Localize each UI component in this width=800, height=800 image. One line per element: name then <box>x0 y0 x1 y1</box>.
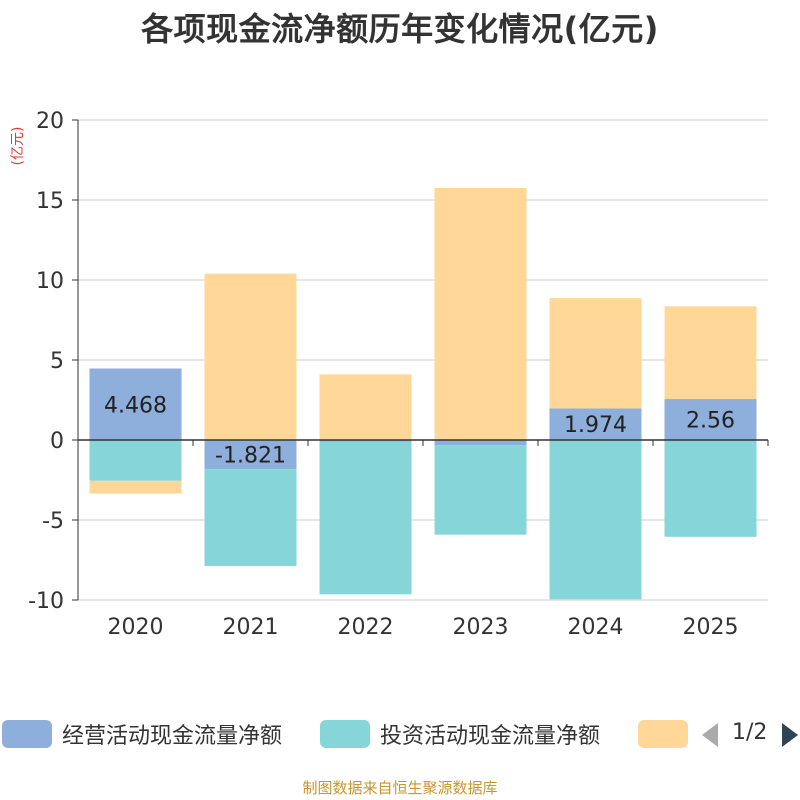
legend-swatch-financing <box>638 720 688 748</box>
legend-next-page-icon[interactable] <box>780 722 800 748</box>
y-tick-label: 20 <box>36 109 64 134</box>
bar-operating-2024[interactable] <box>549 408 642 440</box>
x-tick-label: 2023 <box>453 615 509 640</box>
bar-financing-2024[interactable] <box>549 298 642 409</box>
bar-operating-2025[interactable] <box>664 399 757 440</box>
x-tick-label: 2021 <box>223 615 279 640</box>
legend-label-investing: 投资活动现金流量净额 <box>380 724 601 749</box>
chart-title: 各项现金流净额历年变化情况(亿元) <box>141 10 659 48</box>
y-axis-unit: (亿元) <box>10 127 26 166</box>
legend-page-indicator: 1/2 <box>732 720 768 745</box>
source-note: 制图数据来自恒生聚源数据库 <box>302 779 498 797</box>
y-tick-label: -10 <box>28 589 64 614</box>
bar-investing-2021[interactable] <box>204 469 297 566</box>
bar-investing-2025[interactable] <box>664 440 757 537</box>
legend-prev-page-icon[interactable] <box>700 722 720 748</box>
bar-investing-2022[interactable] <box>319 441 412 595</box>
bar-financing-2025[interactable] <box>664 306 757 400</box>
y-tick-label: -5 <box>42 509 64 534</box>
data-label-operating: 4.468 <box>104 393 167 418</box>
bar-operating-2020[interactable] <box>89 368 182 440</box>
x-tick-label: 2020 <box>108 615 164 640</box>
bar-financing-2020[interactable] <box>89 480 182 494</box>
y-tick-label: 0 <box>50 429 64 454</box>
legend: 经营活动现金流量净额 投资活动现金流量净额 1/2 <box>0 714 800 754</box>
legend-item-investing[interactable]: 投资活动现金流量净额 <box>320 714 600 754</box>
bar-operating-2022[interactable] <box>319 440 412 442</box>
data-label-operating: 1.974 <box>564 413 627 438</box>
bar-investing-2024[interactable] <box>549 440 642 600</box>
x-tick-label: 2022 <box>338 615 394 640</box>
bar-financing-2021[interactable] <box>204 273 297 440</box>
bar-investing-2020[interactable] <box>89 440 182 481</box>
y-tick-label: 10 <box>36 269 64 294</box>
legend-label-operating: 经营活动现金流量净额 <box>62 724 283 749</box>
data-labels: 4.468 -1.821 1.974 2.56 <box>104 393 735 468</box>
legend-item-operating[interactable]: 经营活动现金流量净额 <box>2 714 282 754</box>
y-tick-label: 15 <box>36 189 64 214</box>
bar-series <box>89 188 757 600</box>
bar-investing-2023[interactable] <box>434 445 527 535</box>
y-tick-label: 5 <box>50 349 64 374</box>
data-label-operating: 2.56 <box>686 409 735 434</box>
bar-operating-2021[interactable] <box>204 440 297 470</box>
data-label-operating: -1.821 <box>215 444 286 469</box>
x-tick-label: 2024 <box>568 615 624 640</box>
bar-financing-2023[interactable] <box>434 188 527 440</box>
legend-swatch-operating <box>2 720 52 748</box>
axes: 20 15 10 5 0 -5 -10 2020 2021 2022 2023 2024 2025 <box>28 109 769 640</box>
x-tick-label: 2025 <box>683 615 739 640</box>
legend-item-financing[interactable] <box>638 714 698 754</box>
gridlines <box>78 119 768 601</box>
bar-operating-2023[interactable] <box>434 440 527 446</box>
legend-swatch-investing <box>320 720 370 748</box>
bar-financing-2022[interactable] <box>319 374 412 440</box>
